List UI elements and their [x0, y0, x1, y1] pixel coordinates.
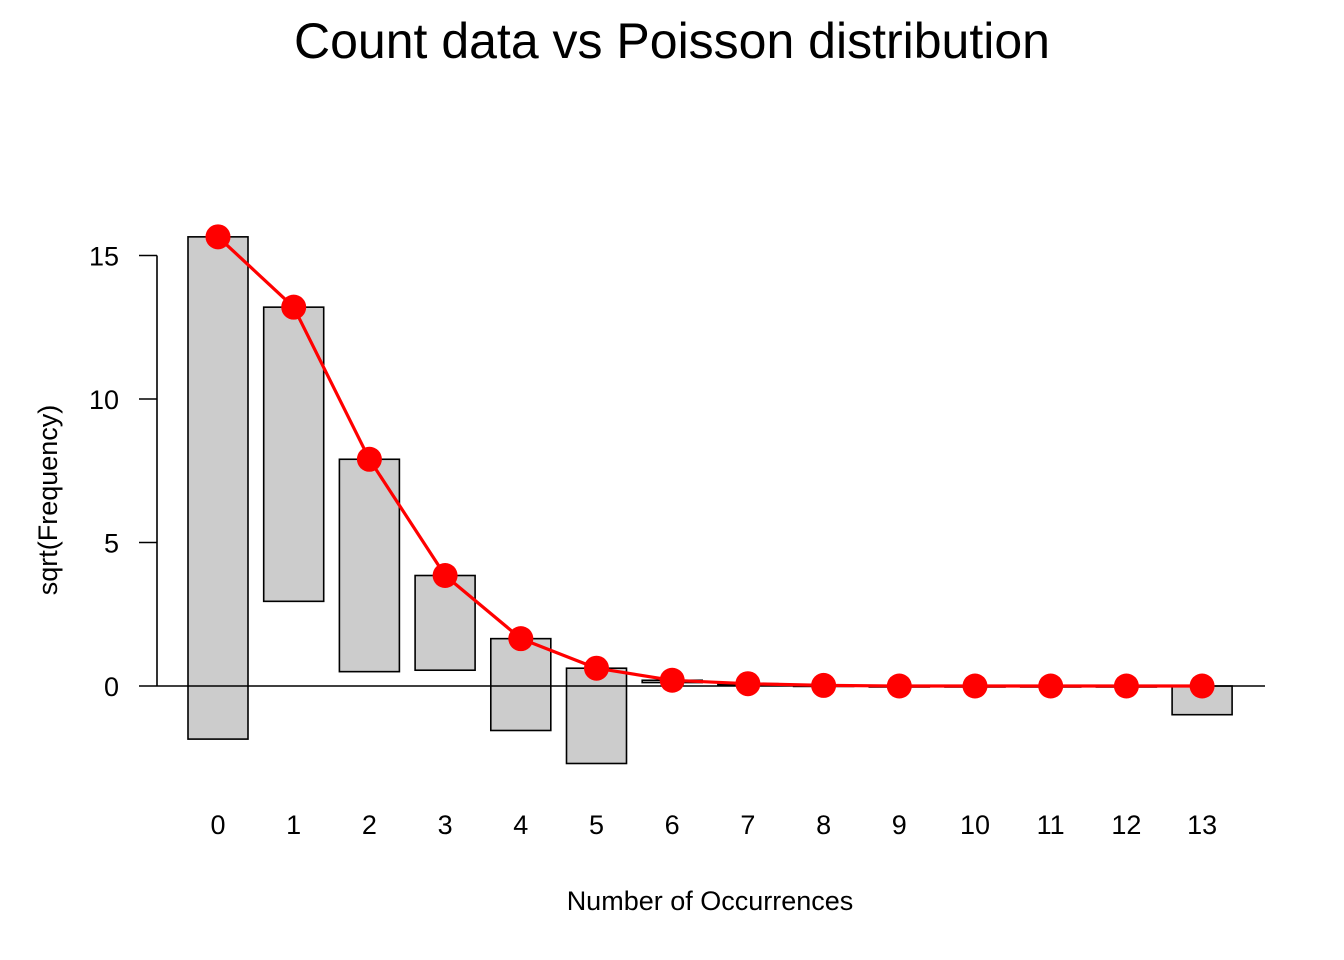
poisson-point-5	[584, 655, 609, 681]
poisson-point-7	[735, 671, 761, 697]
poisson-point-3	[432, 563, 458, 589]
y-tick-label-15: 15	[89, 242, 119, 272]
poisson-point-10	[962, 673, 988, 699]
poisson-fit	[205, 224, 1215, 699]
y-tick-label-0: 0	[104, 672, 119, 702]
poisson-point-11	[1038, 673, 1064, 699]
poisson-point-9	[886, 673, 912, 699]
x-tick-label-4: 4	[513, 810, 528, 840]
bar-4	[489, 637, 552, 732]
x-tick-label-13: 13	[1187, 810, 1217, 840]
y-tick-label-10: 10	[89, 385, 119, 415]
x-tick-label-7: 7	[740, 810, 755, 840]
bars	[187, 236, 1233, 765]
poisson-point-6	[659, 667, 685, 693]
x-tick-label-10: 10	[960, 810, 990, 840]
y-axis: 0 5 10 15	[89, 242, 158, 702]
x-tick-label-11: 11	[1037, 810, 1065, 840]
y-tick-label-5: 5	[104, 529, 119, 559]
poisson-point-12	[1113, 673, 1139, 699]
x-axis-label: Number of Occurrences	[567, 886, 854, 916]
x-tick-label-9: 9	[892, 810, 907, 840]
x-tick-label-8: 8	[816, 810, 831, 840]
poisson-point-4	[508, 626, 534, 652]
bar-5	[565, 667, 628, 765]
poisson-point-13	[1189, 673, 1215, 699]
y-axis-label: sqrt(Frequency)	[33, 405, 63, 596]
poisson-point-0	[205, 224, 231, 250]
x-tick-labels: 0 1 2 3 4 5 6 7 8 9 10 11 12 13	[210, 810, 1217, 840]
x-tick-label-1: 1	[286, 810, 301, 840]
bar-1	[262, 306, 325, 603]
poisson-point-2	[356, 446, 382, 472]
bar-0	[187, 236, 249, 740]
poisson-point-8	[811, 672, 837, 698]
chart-title: Count data vs Poisson distribution	[294, 13, 1050, 69]
x-tick-label-2: 2	[362, 810, 377, 840]
poisson-fit-line	[216, 235, 1203, 688]
bar-3	[414, 574, 476, 672]
x-tick-label-6: 6	[665, 810, 680, 840]
x-tick-label-0: 0	[210, 810, 225, 840]
poisson-point-1	[281, 294, 307, 320]
x-tick-label-12: 12	[1111, 810, 1141, 840]
x-tick-label-3: 3	[438, 810, 453, 840]
x-tick-label-5: 5	[589, 810, 604, 840]
